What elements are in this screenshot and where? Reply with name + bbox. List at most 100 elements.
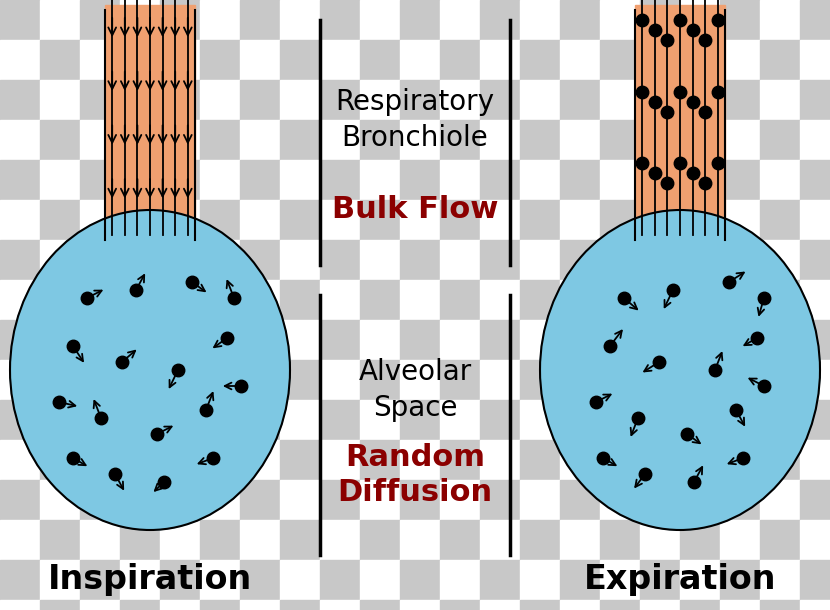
Bar	[120, 560, 160, 600]
Bar	[760, 80, 800, 120]
Bar	[320, 160, 360, 200]
Bar	[80, 160, 120, 200]
Bar	[0, 400, 40, 440]
Bar	[600, 320, 640, 360]
Bar	[160, 600, 200, 610]
Bar	[360, 0, 400, 40]
Bar	[40, 480, 80, 520]
Bar	[760, 560, 800, 600]
Bar	[160, 280, 200, 320]
Bar	[280, 600, 320, 610]
Bar	[720, 560, 760, 600]
Bar	[320, 240, 360, 280]
Bar	[720, 0, 760, 40]
Bar	[560, 360, 600, 400]
Bar	[560, 440, 600, 480]
Bar	[640, 360, 680, 400]
Bar	[0, 200, 40, 240]
Bar	[440, 120, 480, 160]
Bar	[40, 520, 80, 560]
Bar	[640, 600, 680, 610]
Bar	[520, 600, 560, 610]
Bar	[480, 240, 520, 280]
Bar	[0, 360, 40, 400]
Bar	[400, 40, 440, 80]
Bar	[360, 280, 400, 320]
Bar	[560, 320, 600, 360]
Bar	[400, 360, 440, 400]
Bar	[600, 600, 640, 610]
Bar	[440, 400, 480, 440]
Bar	[320, 600, 360, 610]
Bar	[760, 480, 800, 520]
Bar	[280, 440, 320, 480]
Bar	[160, 200, 200, 240]
Bar	[600, 440, 640, 480]
Bar	[80, 480, 120, 520]
Bar	[400, 80, 440, 120]
Bar	[240, 360, 280, 400]
Bar	[400, 400, 440, 440]
Ellipse shape	[540, 210, 820, 530]
Bar	[720, 520, 760, 560]
Bar	[120, 0, 160, 40]
Bar	[560, 200, 600, 240]
Bar	[0, 40, 40, 80]
Bar	[160, 400, 200, 440]
Bar	[200, 80, 240, 120]
Bar	[680, 0, 720, 40]
Bar	[520, 400, 560, 440]
Bar	[40, 280, 80, 320]
Bar	[280, 80, 320, 120]
Bar	[80, 560, 120, 600]
Bar	[320, 120, 360, 160]
Bar	[40, 40, 80, 80]
Bar	[40, 360, 80, 400]
Bar	[280, 40, 320, 80]
Bar	[200, 360, 240, 400]
Bar	[680, 440, 720, 480]
Bar	[200, 0, 240, 40]
Bar	[320, 400, 360, 440]
Bar	[240, 400, 280, 440]
Bar	[600, 400, 640, 440]
Bar	[440, 200, 480, 240]
Bar	[520, 200, 560, 240]
Bar	[80, 240, 120, 280]
Bar	[360, 160, 400, 200]
Bar	[680, 320, 720, 360]
Bar	[560, 480, 600, 520]
Bar	[480, 600, 520, 610]
Bar	[680, 600, 720, 610]
Bar	[240, 200, 280, 240]
Bar	[80, 280, 120, 320]
Ellipse shape	[10, 210, 290, 530]
Bar	[800, 0, 830, 40]
Bar	[440, 280, 480, 320]
Bar	[680, 240, 720, 280]
Bar	[120, 360, 160, 400]
Bar	[680, 560, 720, 600]
Bar	[560, 120, 600, 160]
Bar	[80, 80, 120, 120]
Bar	[160, 160, 200, 200]
Text: Expiration: Expiration	[583, 564, 776, 597]
Bar	[760, 440, 800, 480]
Bar	[440, 0, 480, 40]
Text: Random
Diffusion: Random Diffusion	[338, 442, 492, 508]
Bar	[560, 280, 600, 320]
Bar	[600, 40, 640, 80]
Bar	[640, 560, 680, 600]
Bar	[440, 80, 480, 120]
Bar	[0, 160, 40, 200]
Bar	[760, 400, 800, 440]
Bar	[320, 440, 360, 480]
Bar	[760, 600, 800, 610]
Bar	[0, 520, 40, 560]
Bar	[800, 320, 830, 360]
Bar	[360, 120, 400, 160]
Bar	[280, 320, 320, 360]
Bar	[80, 600, 120, 610]
Bar	[600, 480, 640, 520]
Bar	[80, 400, 120, 440]
